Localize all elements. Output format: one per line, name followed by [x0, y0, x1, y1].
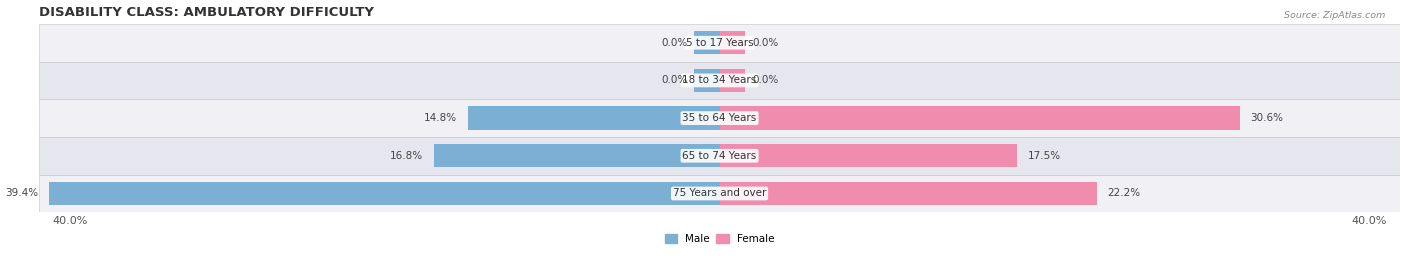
- Text: 18 to 34 Years: 18 to 34 Years: [682, 75, 756, 86]
- Bar: [720, 182, 1098, 205]
- Bar: [39, 99, 1400, 137]
- Text: 0.0%: 0.0%: [661, 75, 688, 86]
- Text: 5 to 17 Years: 5 to 17 Years: [686, 38, 754, 48]
- Bar: [39, 137, 1400, 175]
- Bar: [720, 69, 745, 92]
- Text: 0.0%: 0.0%: [752, 38, 778, 48]
- Text: 75 Years and over: 75 Years and over: [673, 189, 766, 199]
- Text: DISABILITY CLASS: AMBULATORY DIFFICULTY: DISABILITY CLASS: AMBULATORY DIFFICULTY: [39, 6, 374, 19]
- Text: 39.4%: 39.4%: [6, 189, 39, 199]
- Text: 22.2%: 22.2%: [1108, 189, 1140, 199]
- Bar: [39, 24, 1400, 62]
- Bar: [695, 31, 720, 54]
- Bar: [39, 62, 1400, 99]
- Text: 40.0%: 40.0%: [52, 216, 87, 226]
- Text: 0.0%: 0.0%: [661, 38, 688, 48]
- Text: 65 to 74 Years: 65 to 74 Years: [682, 151, 756, 161]
- Bar: [39, 175, 1400, 212]
- Text: 17.5%: 17.5%: [1028, 151, 1060, 161]
- Text: 14.8%: 14.8%: [425, 113, 457, 123]
- Bar: [695, 69, 720, 92]
- Text: 30.6%: 30.6%: [1251, 113, 1284, 123]
- Bar: [720, 31, 745, 54]
- Bar: [49, 182, 720, 205]
- Text: 16.8%: 16.8%: [391, 151, 423, 161]
- Bar: [468, 107, 720, 130]
- Bar: [720, 144, 1018, 168]
- Bar: [720, 107, 1240, 130]
- Text: 0.0%: 0.0%: [752, 75, 778, 86]
- Text: 40.0%: 40.0%: [1351, 216, 1386, 226]
- Text: Source: ZipAtlas.com: Source: ZipAtlas.com: [1284, 11, 1385, 20]
- Legend: Male, Female: Male, Female: [661, 230, 779, 249]
- Text: 35 to 64 Years: 35 to 64 Years: [682, 113, 756, 123]
- Bar: [433, 144, 720, 168]
